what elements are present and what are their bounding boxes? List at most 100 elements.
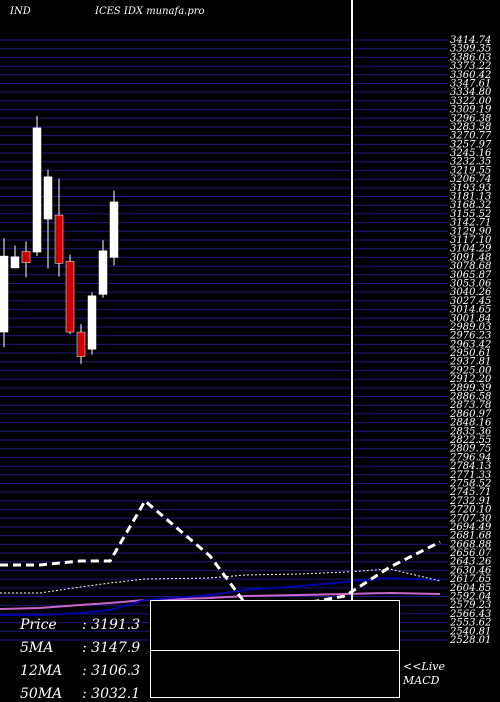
header-left-label: IND — [10, 6, 31, 17]
y-tick-label: 2732.91 — [449, 496, 491, 507]
y-tick-label: 2592.04 — [449, 592, 491, 603]
y-tick-label: 3206.74 — [450, 174, 491, 185]
y-tick-label: 3001.84 — [450, 313, 491, 324]
y-tick-label: 2989.03 — [449, 322, 491, 333]
y-tick-label: 3309.19 — [450, 105, 492, 116]
candle-bull — [0, 255, 9, 333]
candle-bear — [54, 214, 64, 264]
y-tick-label: 3373.22 — [450, 61, 491, 72]
y-tick-label: 3078.68 — [450, 261, 491, 272]
y-tick-label: 3219.55 — [450, 165, 491, 176]
y-tick-label: 3104.29 — [450, 244, 492, 255]
y-tick-label: 3155.52 — [450, 209, 491, 220]
y-tick-label: 2809.75 — [449, 444, 491, 455]
ma-long-line — [0, 591, 441, 610]
y-tick-label: 3414.74 — [450, 35, 491, 46]
candle-bear — [65, 261, 75, 333]
y-tick-label: 2860.97 — [449, 409, 492, 420]
candle-bull — [32, 127, 42, 253]
header-title: ICES IDX munafa.pro — [95, 6, 205, 17]
y-tick-label: 2848.16 — [449, 418, 492, 429]
candle-bear — [21, 251, 31, 263]
y-tick-label: 2963.42 — [449, 339, 491, 350]
y-tick-label: 2835.36 — [449, 426, 492, 437]
y-tick-label: 3245.16 — [450, 148, 492, 159]
y-axis-ticks: 3414.743399.353386.033373.223360.423347.… — [449, 35, 492, 646]
y-tick-label: 2745.71 — [449, 487, 491, 498]
summary-row: 12MA : 3106.3 — [20, 663, 140, 679]
y-tick-label: 3283.58 — [450, 122, 491, 133]
y-tick-label: 2630.46 — [449, 565, 492, 576]
summary-value: : 3106.3 — [82, 663, 141, 679]
y-tick-label: 2899.39 — [449, 383, 492, 394]
y-tick-label: 2758.52 — [449, 478, 491, 489]
y-tick-label: 3386.03 — [450, 52, 491, 63]
summary-row: Price : 3191.3 — [20, 617, 140, 633]
y-tick-label: 2886.58 — [449, 392, 491, 403]
legend-divider — [151, 650, 399, 651]
legend-box — [150, 600, 400, 698]
summary-label: 50MA — [20, 686, 63, 702]
y-tick-label: 2579.23 — [449, 600, 491, 611]
y-tick-label: 3322.00 — [450, 96, 492, 107]
candle-bull — [98, 250, 108, 295]
y-tick-label: 2668.88 — [449, 539, 491, 550]
summary-label: Price — [20, 617, 57, 633]
y-tick-label: 2822.55 — [449, 435, 491, 446]
y-tick-label: 3193.93 — [450, 183, 491, 194]
y-tick-label: 2643.26 — [449, 557, 492, 568]
y-tick-label: 2656.07 — [449, 548, 492, 559]
candle-bull — [87, 295, 97, 350]
y-tick-label: 2937.81 — [449, 357, 491, 368]
y-tick-label: 2566.43 — [449, 609, 491, 620]
y-tick-label: 2540.81 — [449, 626, 491, 637]
y-tick-label: 3065.87 — [450, 270, 492, 281]
y-tick-label: 3257.97 — [450, 139, 492, 150]
y-tick-label: 2694.49 — [449, 522, 492, 533]
macd-label: <<Live MACD — [403, 660, 445, 687]
y-tick-label: 3270.77 — [450, 131, 492, 142]
price-grid — [0, 39, 448, 641]
y-tick-label: 3027.45 — [450, 296, 491, 307]
summary-label: 12MA — [20, 663, 63, 679]
y-tick-label: 2950.61 — [449, 348, 491, 359]
y-tick-label: 2707.30 — [449, 513, 492, 524]
y-tick-label: 3399.35 — [450, 44, 491, 55]
y-tick-label: 2976.23 — [449, 331, 491, 342]
y-tick-label: 3334.80 — [450, 87, 492, 98]
y-tick-label: 3117.10 — [450, 235, 492, 246]
y-tick-label: 2528.01 — [449, 635, 491, 646]
y-tick-label: 2873.78 — [449, 400, 491, 411]
indicator-lines — [0, 498, 441, 616]
summary-value: : 3191.3 — [82, 617, 141, 633]
summary-row: 5MA: 3147.9 — [20, 640, 140, 656]
ma-short-line — [0, 576, 441, 616]
signal-line — [0, 568, 441, 594]
y-tick-label: 3014.65 — [450, 305, 491, 316]
candles — [0, 115, 119, 364]
candle-bear — [76, 331, 86, 357]
y-tick-label: 2796.94 — [449, 452, 491, 463]
candle-bull — [109, 201, 119, 258]
y-tick-label: 2720.10 — [449, 505, 492, 516]
y-tick-label: 2617.65 — [449, 574, 491, 585]
y-tick-label: 3040.26 — [450, 287, 492, 298]
y-tick-label: 2553.62 — [449, 618, 491, 629]
candle-bull — [10, 256, 20, 269]
y-tick-label: 2784.13 — [449, 461, 491, 472]
y-tick-label: 3181.13 — [450, 192, 491, 203]
macd-line — [0, 498, 441, 606]
summary-label: 5MA — [20, 640, 54, 656]
y-tick-label: 3360.42 — [450, 70, 491, 81]
y-tick-label: 2771.33 — [449, 470, 491, 481]
y-tick-label: 3129.90 — [450, 226, 492, 237]
y-tick-label: 3347.61 — [450, 78, 491, 89]
y-tick-label: 2681.68 — [449, 531, 491, 542]
y-tick-label: 3053.06 — [450, 278, 492, 289]
y-tick-label: 2925.00 — [449, 365, 492, 376]
summary-value: : 3032.1 — [82, 686, 141, 702]
y-tick-label: 3296.38 — [450, 113, 491, 124]
y-tick-label: 3232.35 — [450, 157, 491, 168]
summary-row: 50MA : 3032.1 — [20, 686, 140, 702]
y-tick-label: 3091.48 — [450, 252, 491, 263]
